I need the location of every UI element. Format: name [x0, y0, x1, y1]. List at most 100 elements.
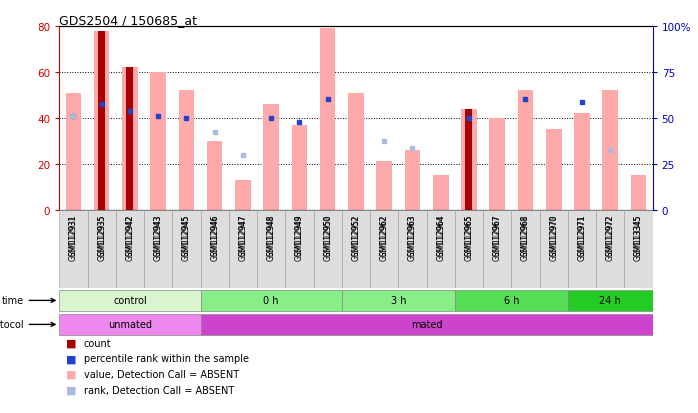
Text: GSM112935: GSM112935 [97, 214, 106, 260]
FancyBboxPatch shape [59, 290, 200, 311]
FancyBboxPatch shape [540, 210, 568, 289]
Text: GSM112963: GSM112963 [408, 214, 417, 256]
Bar [98, 31, 105, 210]
Bar [94, 31, 110, 210]
Bar [207, 141, 223, 210]
Bar [66, 93, 81, 210]
Text: GSM112952: GSM112952 [352, 214, 360, 260]
Bar [235, 180, 251, 210]
Bar [348, 93, 364, 210]
Bar [546, 130, 561, 210]
Bar [461, 109, 477, 210]
Bar [518, 91, 533, 210]
Text: mated: mated [411, 320, 443, 330]
Text: GSM112971: GSM112971 [577, 214, 586, 260]
Text: GSM112970: GSM112970 [549, 214, 558, 256]
Text: ■: ■ [66, 369, 77, 379]
Text: GSM112946: GSM112946 [210, 214, 219, 260]
FancyBboxPatch shape [483, 210, 512, 289]
Text: GSM112935: GSM112935 [97, 214, 106, 256]
Text: GSM112943: GSM112943 [154, 214, 163, 256]
Text: ■: ■ [66, 354, 77, 363]
Text: count: count [84, 338, 112, 348]
Text: GSM112963: GSM112963 [408, 214, 417, 260]
FancyBboxPatch shape [568, 290, 653, 311]
Text: GSM112946: GSM112946 [210, 214, 219, 256]
Bar [122, 68, 138, 210]
FancyBboxPatch shape [229, 210, 257, 289]
Text: GSM112964: GSM112964 [436, 214, 445, 256]
Text: GSM112949: GSM112949 [295, 214, 304, 260]
FancyBboxPatch shape [342, 290, 455, 311]
FancyBboxPatch shape [200, 210, 229, 289]
Text: time: time [1, 296, 55, 306]
Text: GSM113345: GSM113345 [634, 214, 643, 256]
Text: GSM112943: GSM112943 [154, 214, 163, 260]
Text: GSM112965: GSM112965 [464, 214, 473, 256]
Text: ■: ■ [66, 385, 77, 395]
Bar [292, 126, 307, 210]
Text: GSM112965: GSM112965 [464, 214, 473, 260]
Text: GSM112971: GSM112971 [577, 214, 586, 256]
FancyBboxPatch shape [59, 210, 87, 289]
FancyBboxPatch shape [116, 210, 144, 289]
Text: rank, Detection Call = ABSENT: rank, Detection Call = ABSENT [84, 385, 234, 395]
Bar [602, 91, 618, 210]
Text: GSM112945: GSM112945 [182, 214, 191, 256]
Text: 3 h: 3 h [391, 296, 406, 306]
Bar [320, 29, 336, 210]
FancyBboxPatch shape [172, 210, 200, 289]
Text: GSM112931: GSM112931 [69, 214, 78, 260]
Text: GSM112952: GSM112952 [352, 214, 360, 256]
Text: GSM112950: GSM112950 [323, 214, 332, 256]
Text: GSM112947: GSM112947 [239, 214, 248, 260]
Text: GSM112942: GSM112942 [126, 214, 135, 256]
FancyBboxPatch shape [59, 314, 200, 335]
FancyBboxPatch shape [87, 210, 116, 289]
Text: 24 h: 24 h [600, 296, 621, 306]
FancyBboxPatch shape [200, 314, 653, 335]
Text: GSM112950: GSM112950 [323, 214, 332, 260]
Text: percentile rank within the sample: percentile rank within the sample [84, 354, 248, 363]
Text: unmated: unmated [108, 320, 152, 330]
Bar [376, 162, 392, 210]
Text: value, Detection Call = ABSENT: value, Detection Call = ABSENT [84, 369, 239, 379]
FancyBboxPatch shape [257, 210, 285, 289]
Bar [433, 176, 449, 210]
Text: GDS2504 / 150685_at: GDS2504 / 150685_at [59, 14, 198, 27]
Text: ■: ■ [66, 338, 77, 348]
Text: protocol: protocol [0, 320, 55, 330]
Bar [574, 114, 590, 210]
Bar [631, 176, 646, 210]
FancyBboxPatch shape [313, 210, 342, 289]
Bar [489, 119, 505, 210]
Text: GSM112931: GSM112931 [69, 214, 78, 256]
FancyBboxPatch shape [625, 210, 653, 289]
Text: GSM112970: GSM112970 [549, 214, 558, 260]
FancyBboxPatch shape [568, 210, 596, 289]
Text: GSM112972: GSM112972 [606, 214, 615, 260]
Text: GSM112972: GSM112972 [606, 214, 615, 256]
Bar [179, 91, 194, 210]
Text: GSM112947: GSM112947 [239, 214, 248, 256]
Text: GSM112948: GSM112948 [267, 214, 276, 260]
Text: control: control [113, 296, 147, 306]
Text: GSM112948: GSM112948 [267, 214, 276, 256]
Bar [126, 68, 133, 210]
Bar [151, 73, 166, 210]
Text: GSM112967: GSM112967 [493, 214, 502, 256]
FancyBboxPatch shape [596, 210, 625, 289]
Text: 0 h: 0 h [263, 296, 279, 306]
Text: 6 h: 6 h [504, 296, 519, 306]
FancyBboxPatch shape [455, 290, 568, 311]
FancyBboxPatch shape [512, 210, 540, 289]
Text: GSM112962: GSM112962 [380, 214, 389, 260]
Text: GSM113345: GSM113345 [634, 214, 643, 260]
FancyBboxPatch shape [144, 210, 172, 289]
Bar [466, 109, 473, 210]
Text: GSM112962: GSM112962 [380, 214, 389, 256]
Text: GSM112968: GSM112968 [521, 214, 530, 260]
Text: GSM112942: GSM112942 [126, 214, 135, 260]
FancyBboxPatch shape [426, 210, 455, 289]
FancyBboxPatch shape [370, 210, 399, 289]
